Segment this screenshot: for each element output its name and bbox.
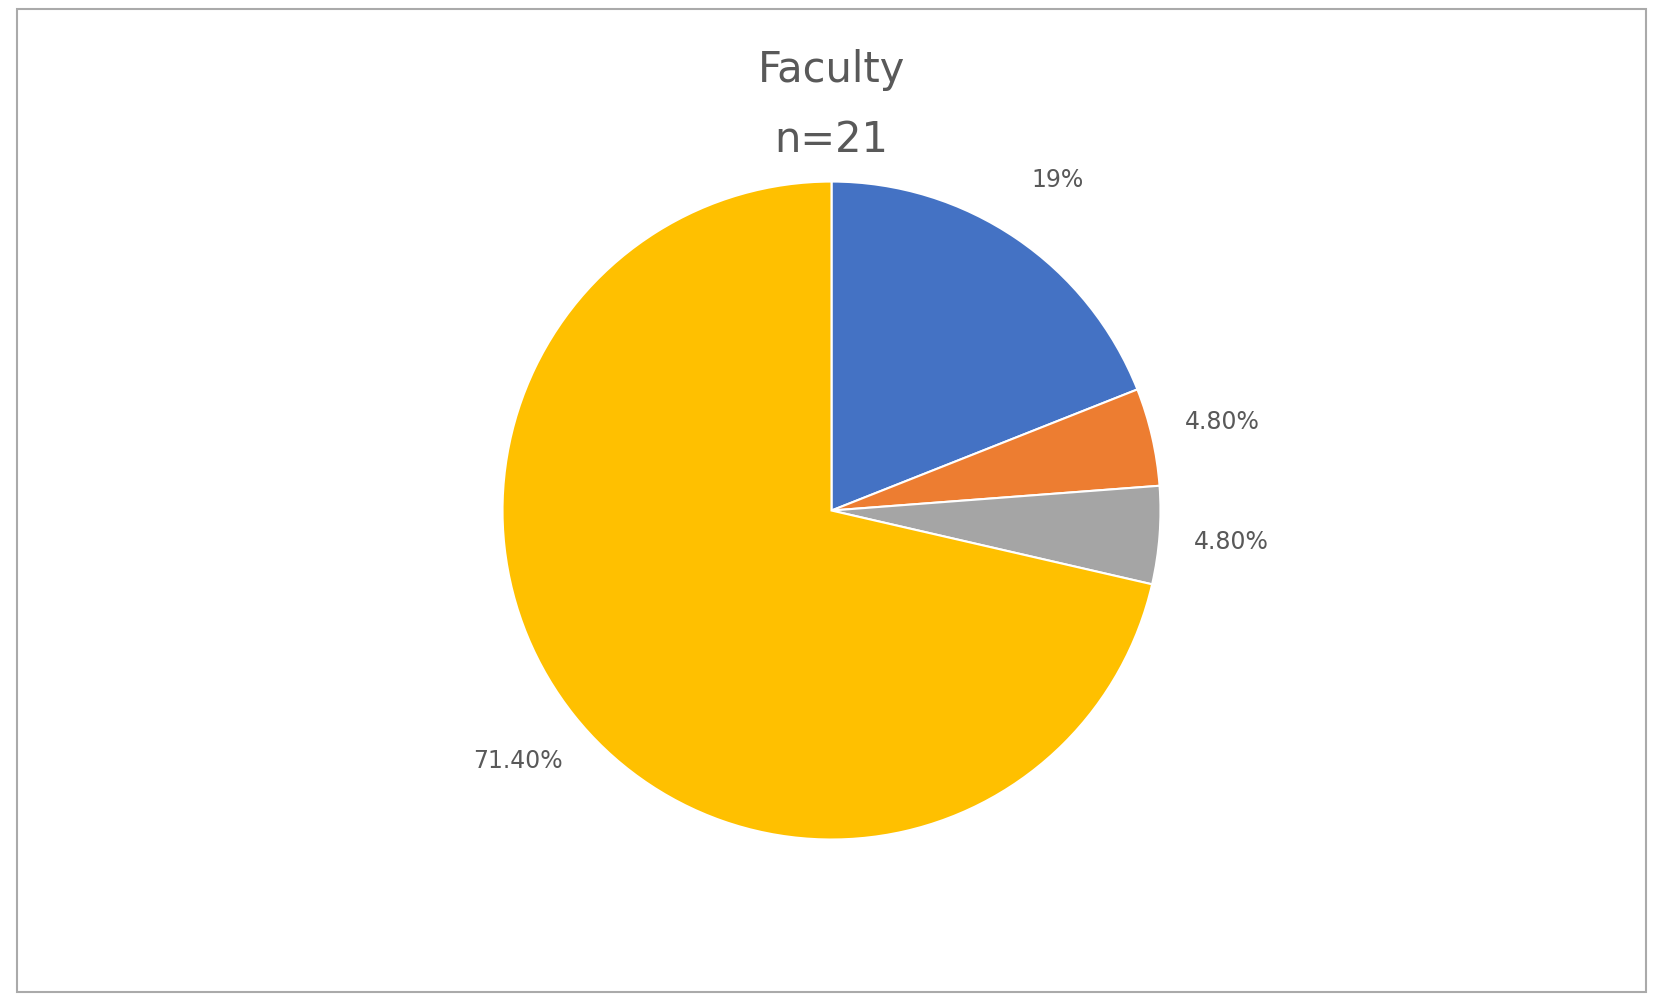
Text: 71.40%: 71.40% <box>472 748 562 773</box>
Text: 4.80%: 4.80% <box>1194 529 1269 553</box>
Wedge shape <box>832 390 1159 511</box>
Text: n=21: n=21 <box>775 119 888 161</box>
Wedge shape <box>832 182 1137 511</box>
Text: 19%: 19% <box>1031 167 1083 191</box>
Text: Faculty: Faculty <box>758 49 905 91</box>
Wedge shape <box>832 486 1161 585</box>
Text: 4.80%: 4.80% <box>1186 409 1261 433</box>
Wedge shape <box>502 182 1152 840</box>
